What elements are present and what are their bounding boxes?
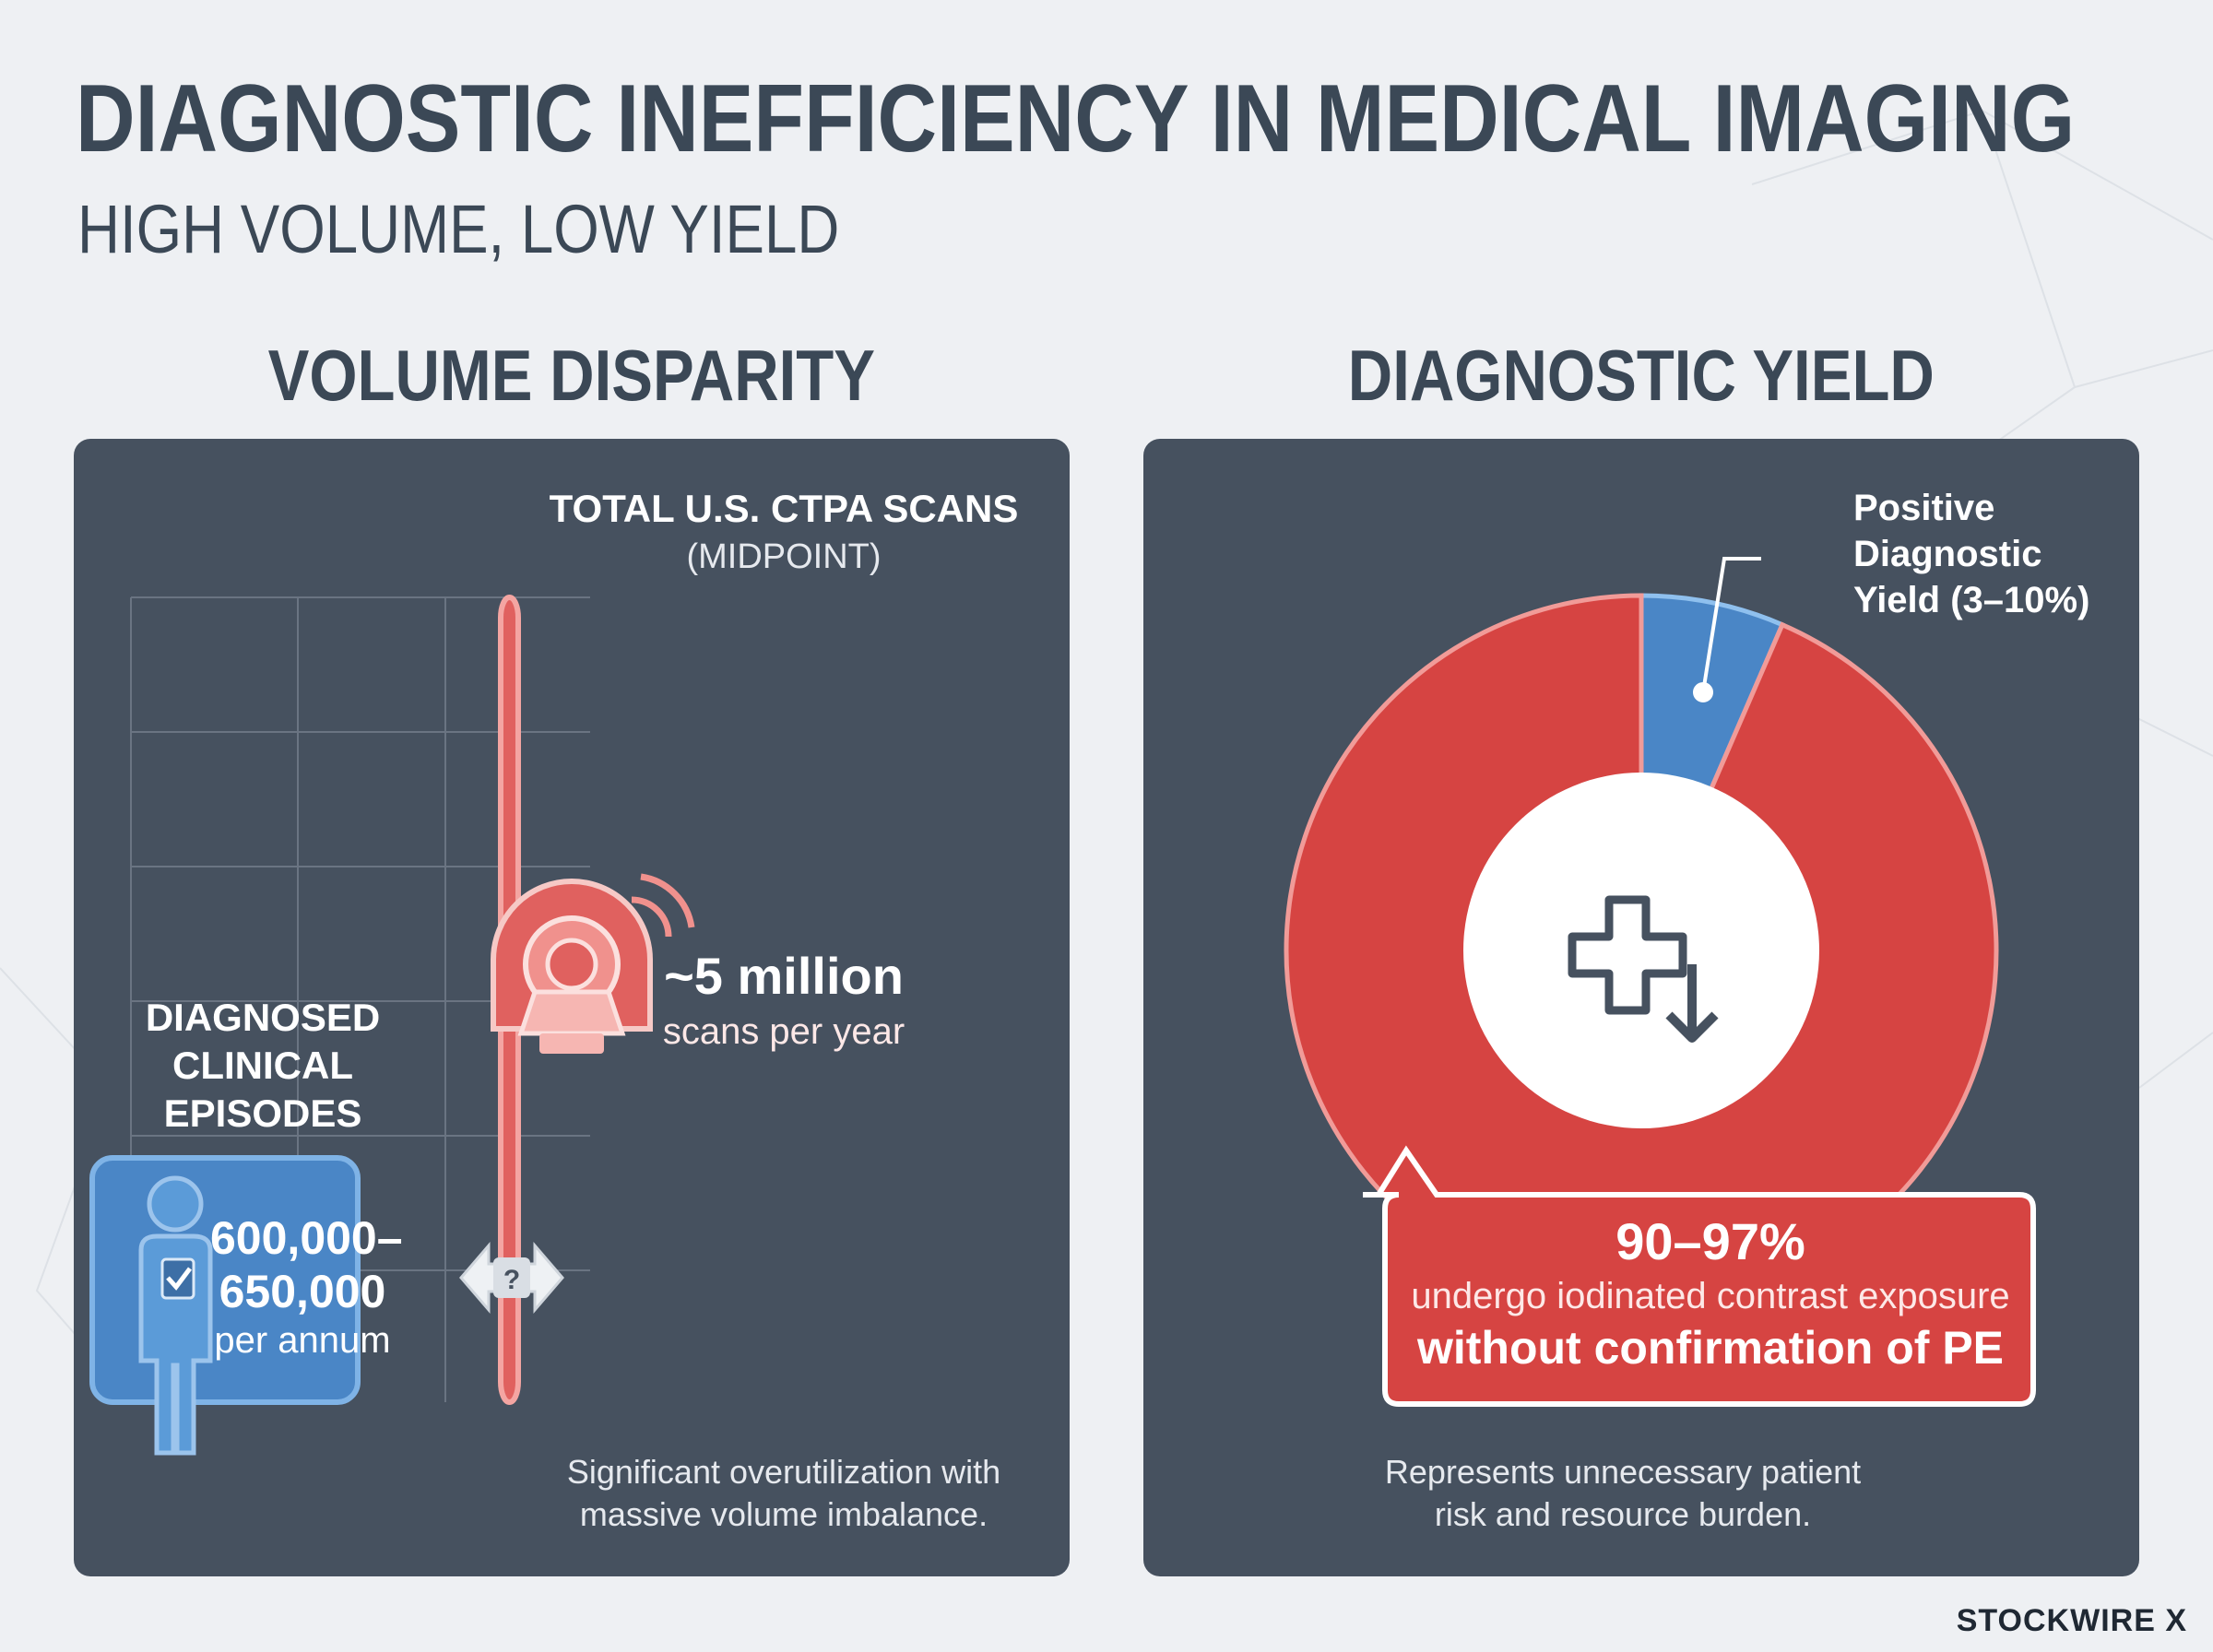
medical-cross-down-arrow-icon [1568, 895, 1719, 1043]
yield-caption-line-1: Represents unnecessary patient [1384, 1453, 1862, 1491]
ct-scanner-icon [491, 873, 695, 1054]
episodes-bar-label-2: CLINICAL [172, 1044, 353, 1087]
person-checklist-icon [138, 1175, 213, 1456]
volume-caption-line-2: massive volume imbalance. [579, 1495, 988, 1533]
page-subtitle: HIGH VOLUME, LOW YIELD [77, 191, 840, 267]
episodes-bar-value-2: 650,000 [219, 1266, 386, 1317]
diagnostic-yield-panel: Positive Diagnostic Yield (3–10%) 90–97%… [1143, 439, 2139, 1576]
episodes-bar-unit: per annum [214, 1320, 391, 1361]
volume-bar-chart: ? [89, 595, 695, 1456]
red-slice-emphasis: without confirmation of PE [1416, 1322, 2005, 1374]
yield-section-heading: DIAGNOSTIC YIELD [1347, 335, 1935, 416]
ctpa-bar-subtitle: (MIDPOINT) [686, 537, 882, 576]
red-slice-callout-box [1363, 1145, 2036, 1407]
comparison-arrow-icon: ? [459, 1241, 564, 1315]
volume-disparity-panel: ? TOTAL U.S. CTPA SCANS (MIDPOINT) ~5 mi… [74, 439, 1070, 1576]
page-title: DIAGNOSTIC INEFFICIENCY IN MEDICAL IMAGI… [76, 65, 2076, 172]
episodes-bar-label-3: EPISODES [163, 1092, 362, 1135]
yield-leader-line [1693, 557, 1761, 702]
episodes-bar-label-1: DIAGNOSED [145, 996, 381, 1039]
yield-caption-line-2: risk and resource burden. [1434, 1495, 1812, 1533]
donut-hole [1463, 773, 1819, 1128]
ctpa-bar-value: ~5 million [664, 947, 904, 1005]
volume-section-heading: VOLUME DISPARITY [267, 335, 876, 416]
yield-label-line-2: Diagnostic [1853, 534, 2042, 574]
yield-label-line-1: Positive [1853, 488, 1995, 528]
volume-caption-line-1: Significant overutilization with [566, 1453, 1001, 1491]
episodes-bar-value-1: 600,000– [210, 1212, 403, 1264]
comparison-badge: ? [503, 1265, 520, 1295]
yield-donut-chart [1284, 557, 2036, 1407]
stockwire-logo: STOCKWIRE X [1956, 1603, 2187, 1638]
red-slice-description: undergo iodinated contrast exposure [1411, 1276, 2010, 1316]
red-slice-percent: 90–97% [1615, 1212, 1805, 1270]
yield-label-line-3: Yield (3–10%) [1853, 580, 2090, 620]
ctpa-bar-unit: scans per year [662, 1011, 905, 1052]
ctpa-bar-title: TOTAL U.S. CTPA SCANS [549, 487, 1019, 530]
